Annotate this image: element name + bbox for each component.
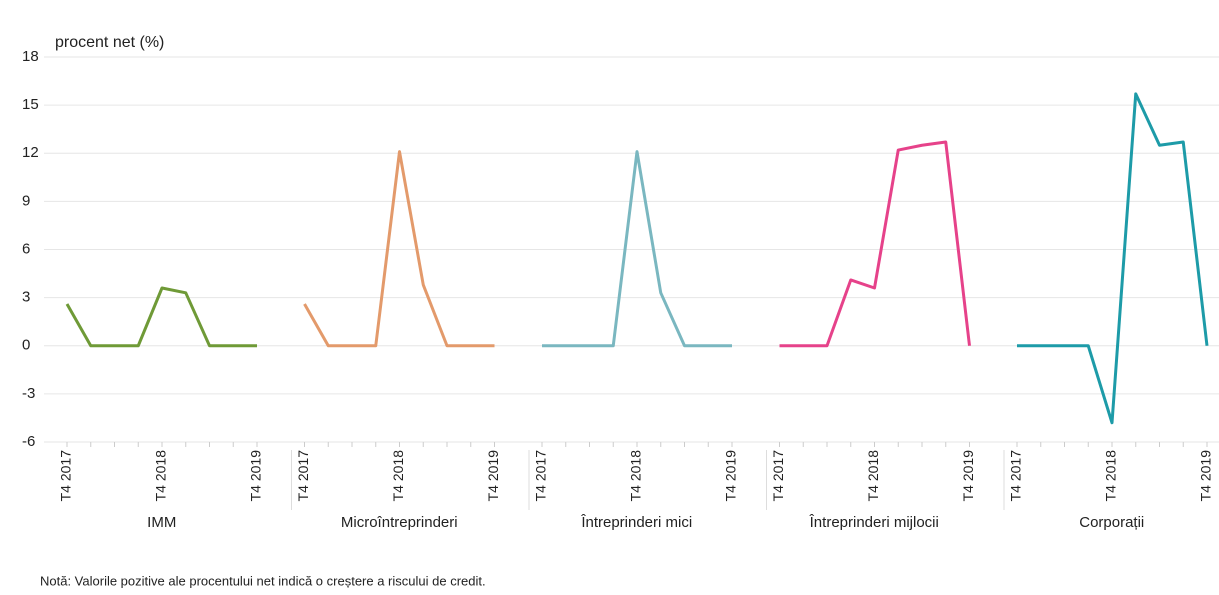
x-tick-label: T4 2017 [295, 450, 311, 502]
x-tick-label: T4 2018 [865, 450, 881, 502]
x-tick-label: T4 2018 [1103, 450, 1119, 502]
y-tick-label: 12 [22, 144, 39, 161]
y-tick-label: 6 [22, 240, 30, 257]
y-tick-label: -3 [22, 385, 35, 402]
y-tick-label: 3 [22, 289, 30, 306]
x-tick-label: T4 2018 [628, 450, 644, 502]
y-tick-label: 18 [22, 48, 39, 65]
x-tick-label: T4 2019 [248, 450, 264, 502]
group-label: Corporații [1079, 514, 1144, 531]
series-line [542, 150, 732, 348]
x-tick-label: T4 2018 [153, 450, 169, 502]
series-line [779, 140, 971, 348]
x-tick-label: T4 2018 [390, 450, 406, 502]
group-label: Întreprinderi mici [580, 514, 692, 531]
series-line [65, 286, 257, 348]
y-tick-label: 15 [22, 96, 39, 113]
y-tick-label: 9 [22, 192, 30, 209]
x-tick-label: T4 2019 [485, 450, 501, 502]
y-tick-label: -6 [22, 433, 35, 450]
y-axis-label: procent net (%) [55, 34, 164, 51]
x-tick-label: T4 2019 [1198, 450, 1214, 502]
x-tick-label: T4 2017 [58, 450, 74, 502]
x-tick-label: T4 2019 [960, 450, 976, 502]
series-line [1017, 92, 1209, 425]
group-label: Microîntreprinderi [341, 514, 458, 531]
series-line [303, 150, 495, 348]
x-tick-label: T4 2019 [723, 450, 739, 502]
note: Notă: Valorile pozitive ale procentului … [40, 573, 486, 588]
group-label: IMM [147, 514, 176, 531]
x-tick-label: T4 2017 [770, 450, 786, 502]
group-label: Întreprinderi mijlocii [809, 514, 939, 531]
y-tick-label: 0 [22, 337, 30, 354]
x-tick-label: T4 2017 [1008, 450, 1024, 502]
x-tick-label: T4 2017 [533, 450, 549, 502]
